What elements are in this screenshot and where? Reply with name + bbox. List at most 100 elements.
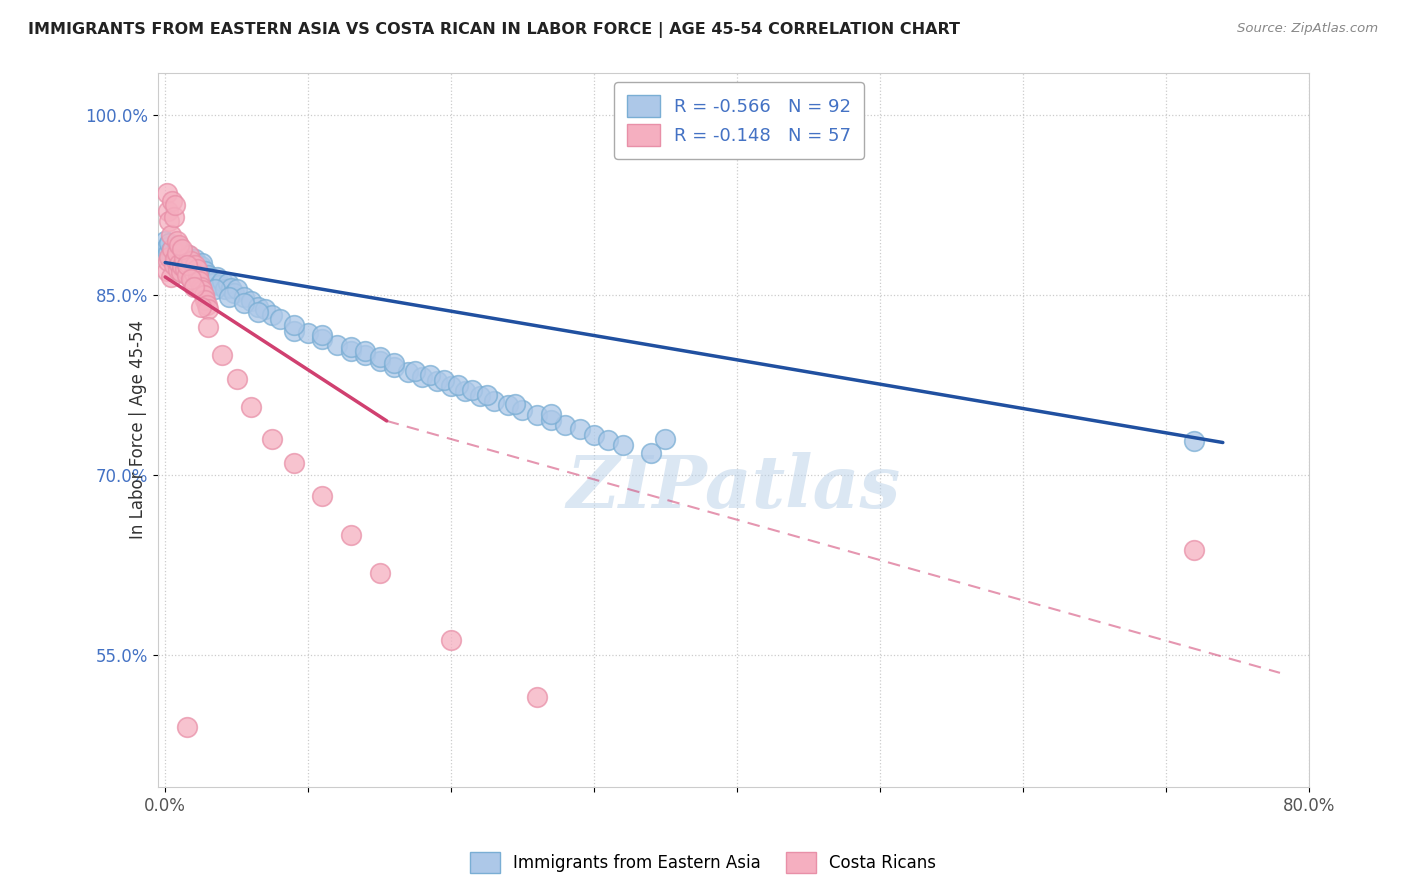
Point — [181, 274, 204, 288]
Point — [440, 379, 463, 393]
Text: ZIPatlas: ZIPatlas — [567, 451, 900, 523]
Point — [184, 258, 207, 272]
Text: IMMIGRANTS FROM EASTERN ASIA VS COSTA RICAN IN LABOR FORCE | AGE 45-54 CORRELATI: IMMIGRANTS FROM EASTERN ASIA VS COSTA RI… — [28, 22, 960, 38]
Point — [640, 446, 662, 460]
Point — [254, 302, 277, 317]
Point — [176, 258, 198, 272]
Point — [166, 234, 188, 248]
Point — [325, 338, 347, 352]
Point — [311, 490, 333, 504]
Point — [186, 261, 208, 276]
Point — [162, 243, 184, 257]
Point — [170, 265, 193, 279]
Point — [512, 403, 534, 417]
Point — [540, 407, 562, 421]
Point — [163, 250, 186, 264]
Point — [159, 250, 181, 264]
Point — [157, 203, 180, 218]
Point — [160, 252, 183, 266]
Point — [191, 255, 214, 269]
Point — [354, 344, 377, 359]
Point — [165, 252, 187, 266]
Point — [247, 304, 270, 318]
Point — [340, 344, 363, 359]
Point — [162, 194, 184, 209]
Point — [165, 198, 187, 212]
Point — [217, 276, 239, 290]
Point — [283, 318, 305, 332]
Point — [440, 633, 463, 648]
Point — [475, 387, 498, 401]
Point — [157, 254, 180, 268]
Point — [155, 264, 177, 278]
Point — [177, 248, 200, 262]
Point — [311, 327, 333, 342]
Point — [247, 300, 270, 314]
Point — [447, 378, 470, 392]
Point — [187, 262, 209, 277]
Point — [461, 383, 484, 397]
Point — [157, 246, 180, 260]
Point — [166, 238, 188, 252]
Point — [482, 393, 505, 408]
Point — [193, 269, 215, 284]
Point — [205, 269, 228, 284]
Point — [269, 312, 291, 326]
Point — [191, 283, 214, 297]
Point — [188, 274, 211, 288]
Point — [162, 243, 184, 257]
Point — [174, 261, 197, 276]
Point — [354, 348, 377, 362]
Point — [183, 266, 205, 280]
Legend: R = -0.566   N = 92, R = -0.148   N = 57: R = -0.566 N = 92, R = -0.148 N = 57 — [614, 82, 863, 159]
Point — [554, 417, 576, 432]
Point — [526, 690, 548, 704]
Point — [382, 359, 405, 374]
Point — [197, 268, 219, 282]
Point — [167, 262, 190, 277]
Point — [1182, 434, 1205, 449]
Point — [200, 271, 222, 285]
Point — [612, 438, 634, 452]
Point — [169, 244, 191, 258]
Point — [222, 285, 245, 300]
Point — [184, 252, 207, 266]
Point — [340, 528, 363, 542]
Point — [169, 237, 191, 252]
Point — [311, 332, 333, 346]
Point — [179, 248, 201, 262]
Point — [159, 213, 181, 227]
Point — [433, 373, 456, 387]
Point — [382, 356, 405, 370]
Point — [190, 279, 212, 293]
Point — [181, 259, 204, 273]
Point — [190, 300, 212, 314]
Point — [218, 290, 240, 304]
Point — [166, 246, 188, 260]
Point — [172, 243, 194, 257]
Point — [155, 240, 177, 254]
Point — [368, 351, 391, 365]
Point — [283, 324, 305, 338]
Point — [176, 268, 198, 282]
Point — [173, 252, 195, 266]
Point — [232, 290, 254, 304]
Point — [183, 261, 205, 276]
Point — [160, 227, 183, 242]
Point — [340, 339, 363, 353]
Point — [598, 433, 620, 447]
Point — [225, 282, 247, 296]
Point — [197, 320, 219, 334]
Point — [197, 302, 219, 317]
Point — [568, 422, 591, 436]
Point — [526, 408, 548, 422]
Point — [239, 400, 262, 414]
Point — [211, 348, 233, 362]
Point — [297, 326, 319, 341]
Point — [160, 269, 183, 284]
Point — [454, 384, 477, 398]
Point — [176, 264, 198, 278]
Point — [194, 293, 217, 307]
Point — [167, 257, 190, 271]
Point — [214, 282, 236, 296]
